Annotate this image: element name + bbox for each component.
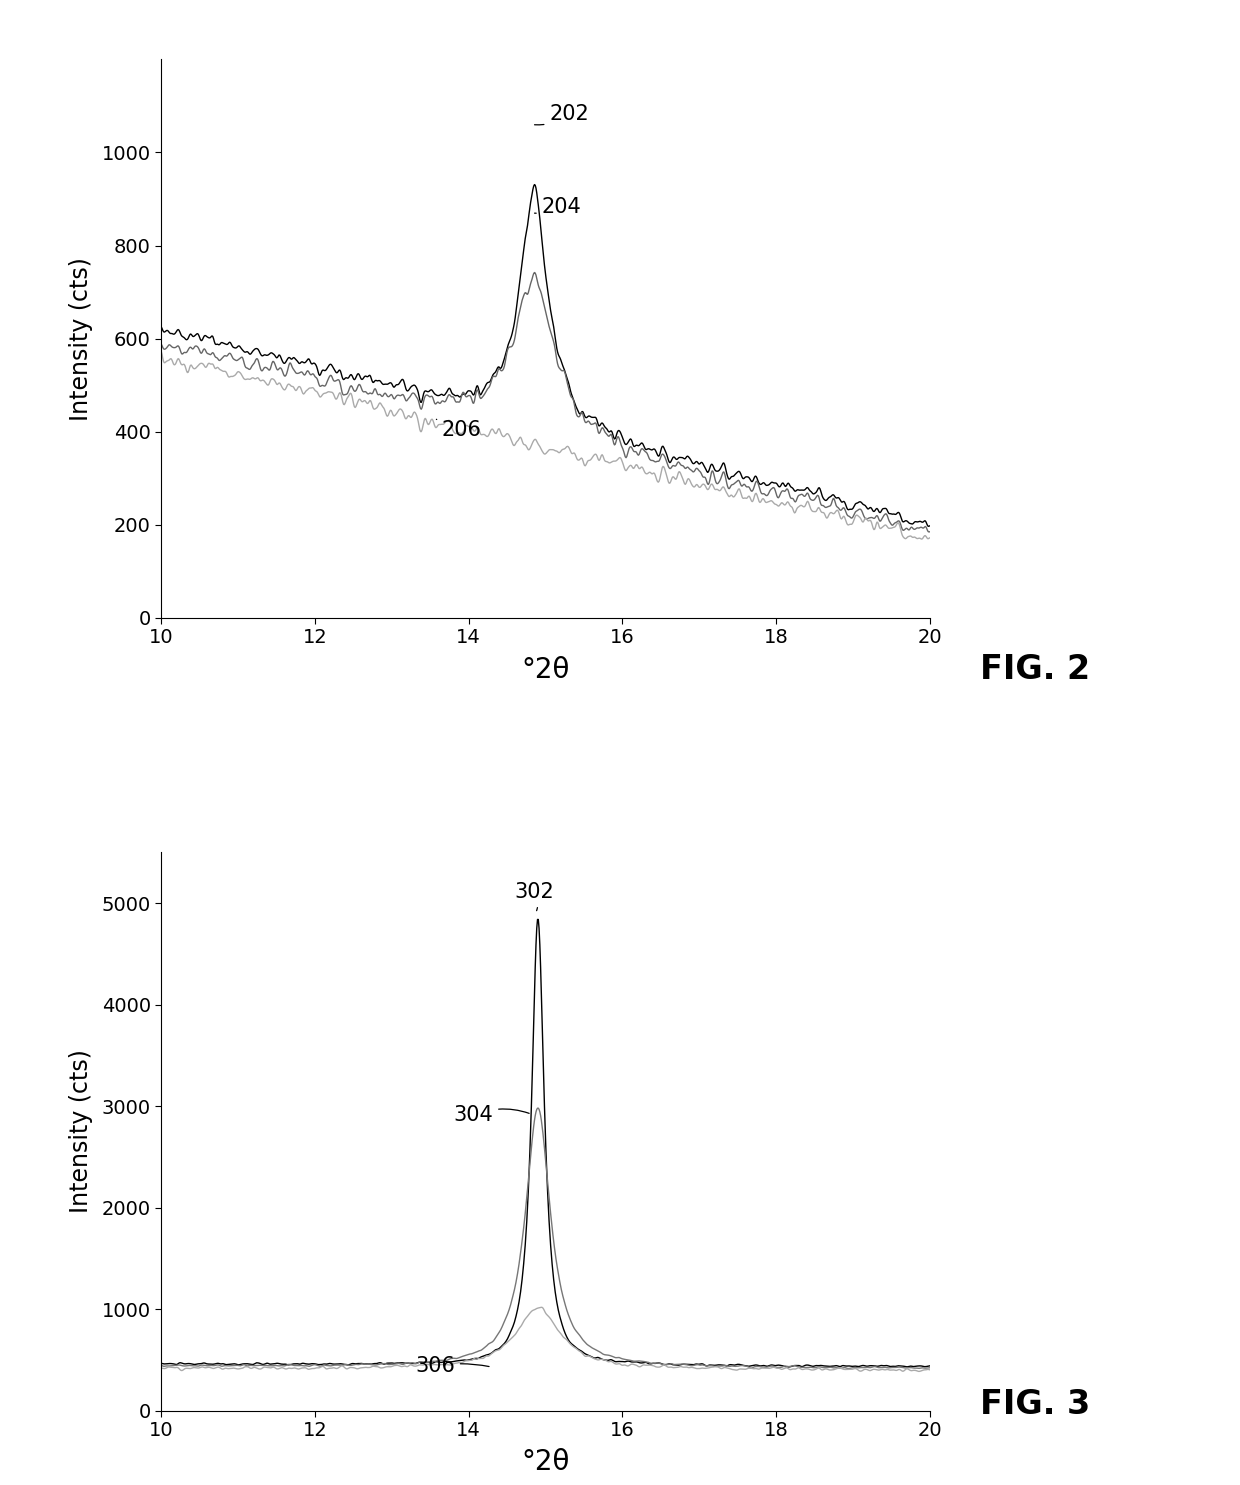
Text: FIG. 3: FIG. 3: [980, 1388, 1090, 1421]
Text: 206: 206: [436, 419, 481, 441]
Text: 304: 304: [454, 1105, 529, 1126]
Text: 302: 302: [515, 882, 554, 910]
X-axis label: °2θ: °2θ: [521, 655, 570, 683]
Text: 306: 306: [415, 1356, 489, 1377]
X-axis label: °2θ: °2θ: [521, 1448, 570, 1476]
Text: 202: 202: [534, 104, 589, 125]
Y-axis label: Intensity (cts): Intensity (cts): [69, 257, 93, 420]
Text: 204: 204: [534, 198, 582, 217]
Y-axis label: Intensity (cts): Intensity (cts): [69, 1050, 93, 1213]
Text: FIG. 2: FIG. 2: [980, 653, 1090, 686]
